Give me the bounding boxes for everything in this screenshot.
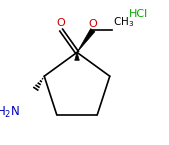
Text: HCl: HCl [129,9,148,19]
Text: CH$_3$: CH$_3$ [113,16,134,29]
Polygon shape [77,29,95,52]
Text: O: O [57,18,66,28]
Text: H$_2$N: H$_2$N [0,105,20,120]
Polygon shape [75,52,79,60]
Text: O: O [88,19,97,29]
